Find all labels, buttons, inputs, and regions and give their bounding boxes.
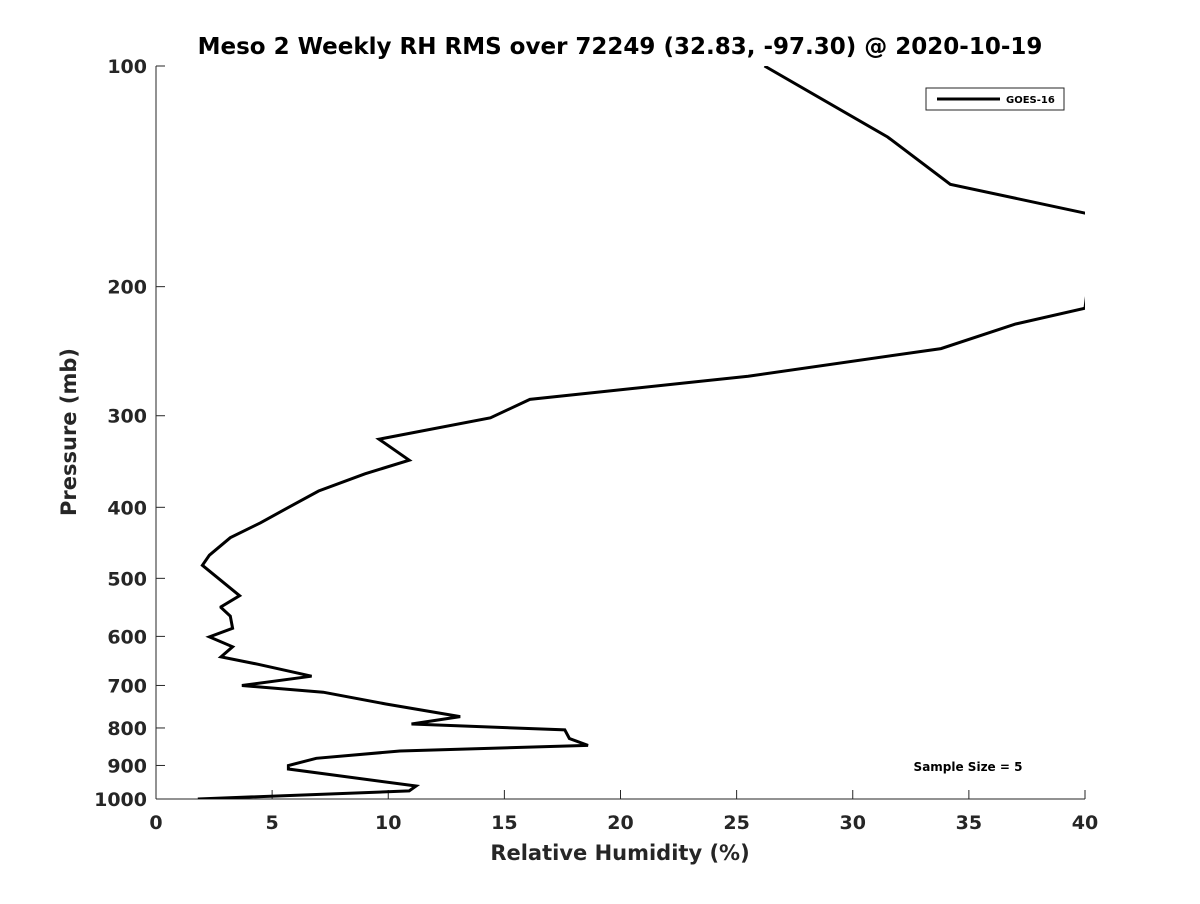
x-tick-label: 40 bbox=[1072, 812, 1098, 834]
y-tick-label: 700 bbox=[107, 675, 147, 697]
y-ticks: 100 200 300 400 500 600 700 800 900 1000 bbox=[94, 56, 165, 811]
legend-label-goes-16: GOES-16 bbox=[1006, 95, 1055, 106]
y-tick-label: 900 bbox=[107, 755, 147, 777]
series-layer bbox=[197, 66, 1085, 799]
y-tick-label: 800 bbox=[107, 718, 147, 740]
x-tick-label: 20 bbox=[607, 812, 633, 834]
sample-size-annotation: Sample Size = 5 bbox=[914, 760, 1023, 774]
chart-title: Meso 2 Weekly RH RMS over 72249 (32.83, … bbox=[198, 34, 1043, 60]
series-line-goes-16 bbox=[197, 66, 1085, 799]
x-tick-label: 35 bbox=[956, 812, 982, 834]
y-tick-label: 400 bbox=[107, 497, 147, 519]
y-tick-label: 1000 bbox=[94, 789, 147, 811]
y-tick-label: 500 bbox=[107, 568, 147, 590]
legend: GOES-16 bbox=[925, 87, 1065, 111]
x-tick-label: 0 bbox=[149, 812, 162, 834]
x-tick-label: 15 bbox=[491, 812, 517, 834]
y-axis-label: Pressure (mb) bbox=[57, 348, 81, 516]
x-axis-label: Relative Humidity (%) bbox=[490, 841, 749, 865]
x-tick-label: 25 bbox=[723, 812, 749, 834]
x-tick-label: 5 bbox=[266, 812, 279, 834]
y-tick-label: 300 bbox=[107, 406, 147, 428]
x-tick-label: 30 bbox=[840, 812, 866, 834]
y-tick-label: 600 bbox=[107, 626, 147, 648]
x-tick-label: 10 bbox=[375, 812, 401, 834]
y-tick-label: 100 bbox=[107, 56, 147, 78]
y-tick-label: 200 bbox=[107, 277, 147, 299]
x-ticks: 0 5 10 15 20 25 30 35 40 bbox=[149, 790, 1098, 834]
